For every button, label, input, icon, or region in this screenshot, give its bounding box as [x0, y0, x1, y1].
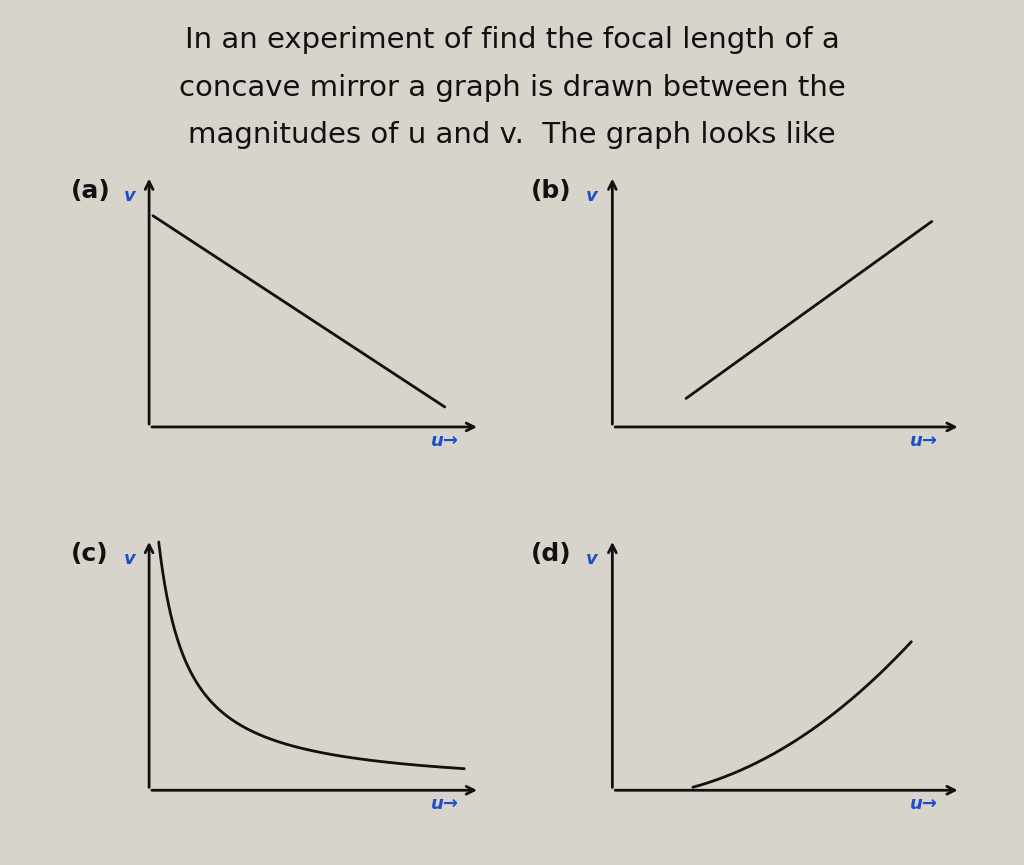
Text: concave mirror a graph is drawn between the: concave mirror a graph is drawn between …	[178, 74, 846, 101]
Text: u→: u→	[909, 795, 938, 813]
Text: v: v	[586, 187, 597, 205]
Text: v: v	[124, 187, 135, 205]
Text: (c): (c)	[72, 541, 109, 566]
Text: (b): (b)	[530, 178, 571, 202]
Text: v: v	[124, 550, 135, 568]
Text: (d): (d)	[530, 541, 571, 566]
Text: u→: u→	[431, 795, 459, 813]
Text: magnitudes of u and v.  The graph looks like: magnitudes of u and v. The graph looks l…	[188, 121, 836, 149]
Text: u→: u→	[909, 432, 938, 450]
Text: v: v	[586, 550, 597, 568]
Text: (a): (a)	[72, 178, 111, 202]
Text: u→: u→	[431, 432, 459, 450]
Text: In an experiment of find the focal length of a: In an experiment of find the focal lengt…	[184, 26, 840, 54]
